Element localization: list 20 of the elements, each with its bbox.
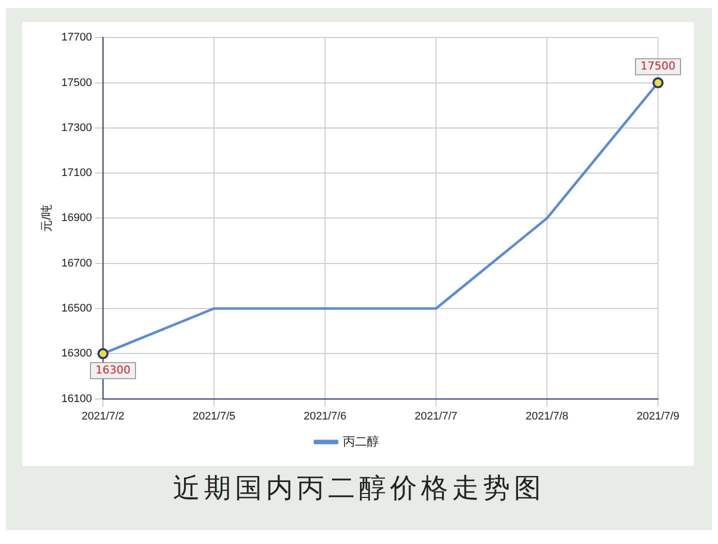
y-tick-label: 17700 xyxy=(61,32,92,44)
y-axis-title: 元/吨 xyxy=(40,204,54,232)
y-tick-label: 16500 xyxy=(61,302,92,315)
x-tick-label: 2021/7/9 xyxy=(636,410,680,422)
y-tick-label: 17500 xyxy=(61,76,92,89)
annotation: 16300 xyxy=(95,364,130,377)
legend-label: 丙二醇 xyxy=(343,434,379,448)
y-tick-label: 16900 xyxy=(61,212,92,224)
x-tick-label: 2021/7/7 xyxy=(414,410,458,422)
y-tick-label: 16100 xyxy=(61,392,92,405)
text: 近期国内丙二醇价格走势图 xyxy=(172,472,546,506)
y-tick-label: 16300 xyxy=(61,348,92,360)
y-tick-label: 17100 xyxy=(61,167,92,180)
y-tick-label: 17300 xyxy=(61,122,92,134)
annotation: 17500 xyxy=(640,60,676,73)
x-tick-label: 2021/7/8 xyxy=(526,410,568,422)
y-tick-label: 16700 xyxy=(61,257,92,270)
x-tick-label: 2021/7/2 xyxy=(82,410,124,422)
x-tick-label: 2021/7/6 xyxy=(304,410,346,422)
x-tick-label: 2021/7/5 xyxy=(192,410,236,422)
